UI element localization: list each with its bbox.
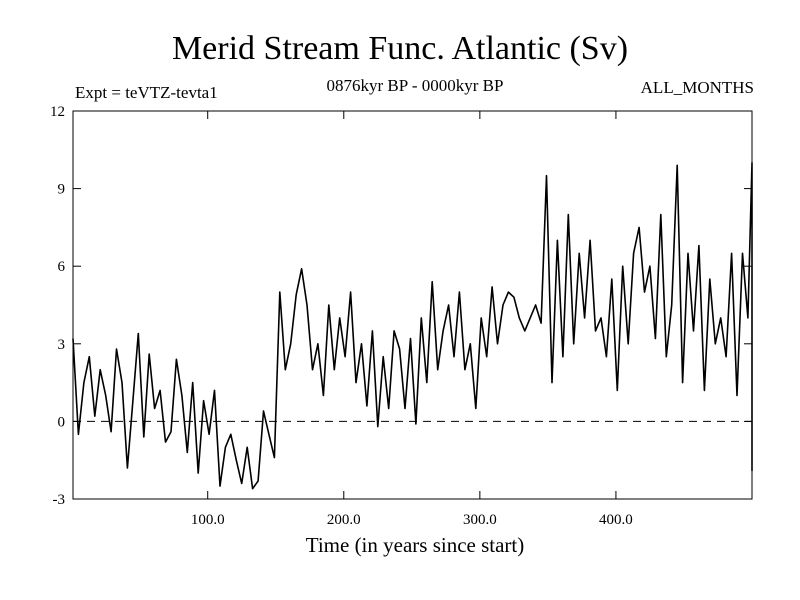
plot-frame	[72, 110, 753, 500]
y-tick-label: 12	[50, 104, 65, 120]
y-tick-label: -3	[53, 492, 66, 508]
y-tick-label: 0	[58, 414, 66, 430]
x-axis-ticks: 100.0 200.0 300.0 400.0	[191, 111, 633, 528]
chart-title: Merid Stream Func. Atlantic (Sv)	[171, 30, 629, 67]
x-tick-label: 400.0	[599, 512, 633, 528]
y-tick-label: 6	[58, 259, 66, 275]
x-tick-label: 300.0	[463, 512, 497, 528]
y-tick-label: 3	[58, 337, 66, 353]
y-tick-label: 9	[58, 182, 66, 198]
x-axis-label: Time (in years since start)	[305, 533, 525, 557]
season-label: ALL_MONTHS	[640, 78, 754, 97]
y-axis-ticks: -3 0 3 6 9 12	[50, 104, 752, 508]
period-label: 0876kyr BP - 0000kyr BP	[326, 76, 504, 95]
series-line	[72, 161, 753, 490]
experiment-label: Expt = teVTZ-tevta1	[75, 83, 218, 102]
x-tick-label: 100.0	[191, 512, 225, 528]
x-tick-label: 200.0	[327, 512, 361, 528]
